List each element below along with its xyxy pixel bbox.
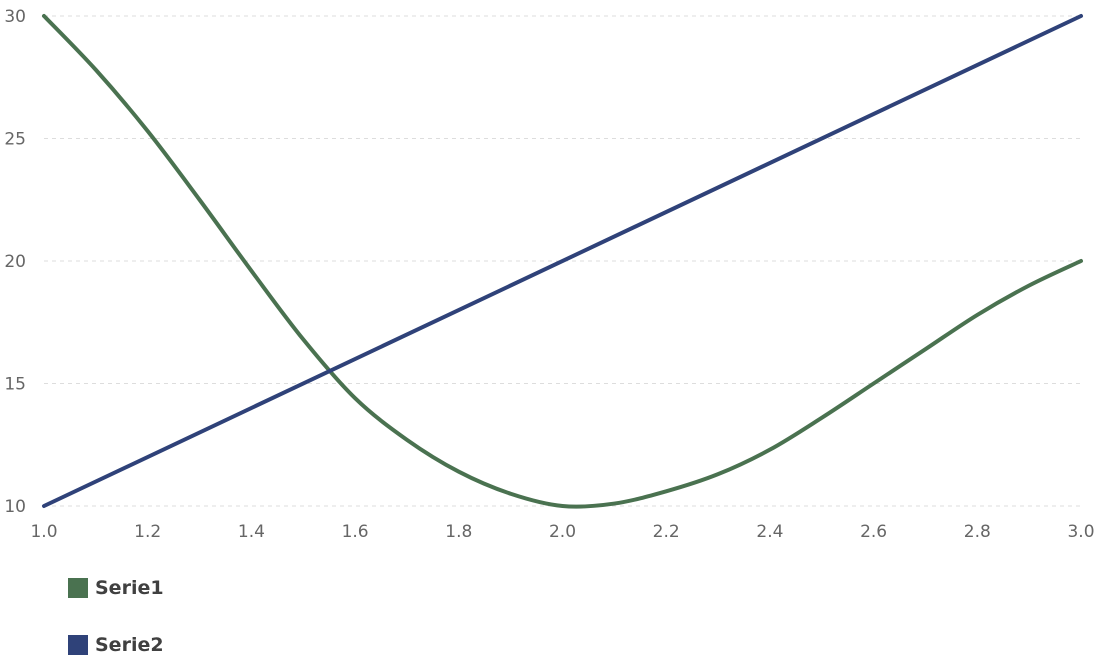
- legend-swatch-serie1: [68, 578, 88, 598]
- y-tick-label: 15: [4, 375, 26, 395]
- x-tick-label: 1.6: [342, 522, 369, 542]
- y-axis-tick-labels: 10 15 20 25 30: [4, 7, 26, 517]
- x-tick-label: 1.8: [445, 522, 472, 542]
- y-tick-label: 25: [4, 130, 26, 150]
- x-tick-label: 2.6: [860, 522, 887, 542]
- x-tick-label: 1.0: [30, 522, 57, 542]
- y-tick-label: 20: [4, 252, 26, 272]
- series-lines: [42, 14, 1083, 509]
- legend-label-serie2: Serie2: [95, 634, 164, 656]
- x-axis-tick-labels: 1.0 1.2 1.4 1.6 1.8 2.0 2.2 2.4 2.6 2.8 3.0: [30, 522, 1094, 542]
- legend-item-serie1: Serie1: [68, 577, 164, 599]
- legend-swatch-serie2: [68, 635, 88, 655]
- x-tick-label: 1.4: [238, 522, 265, 542]
- x-tick-label: 2.2: [653, 522, 680, 542]
- legend-item-serie2: Serie2: [68, 634, 164, 656]
- x-tick-label: 2.8: [964, 522, 991, 542]
- series-line-serie2: [42, 14, 1083, 508]
- x-tick-label: 2.0: [549, 522, 576, 542]
- x-tick-label: 1.2: [134, 522, 161, 542]
- legend-label-serie1: Serie1: [95, 577, 164, 599]
- x-tick-label: 2.4: [756, 522, 783, 542]
- x-tick-label: 3.0: [1067, 522, 1094, 542]
- series-line-serie1: [42, 14, 1083, 509]
- gridlines: [44, 15, 1081, 507]
- y-tick-label: 30: [4, 7, 26, 27]
- y-tick-label: 10: [4, 497, 26, 517]
